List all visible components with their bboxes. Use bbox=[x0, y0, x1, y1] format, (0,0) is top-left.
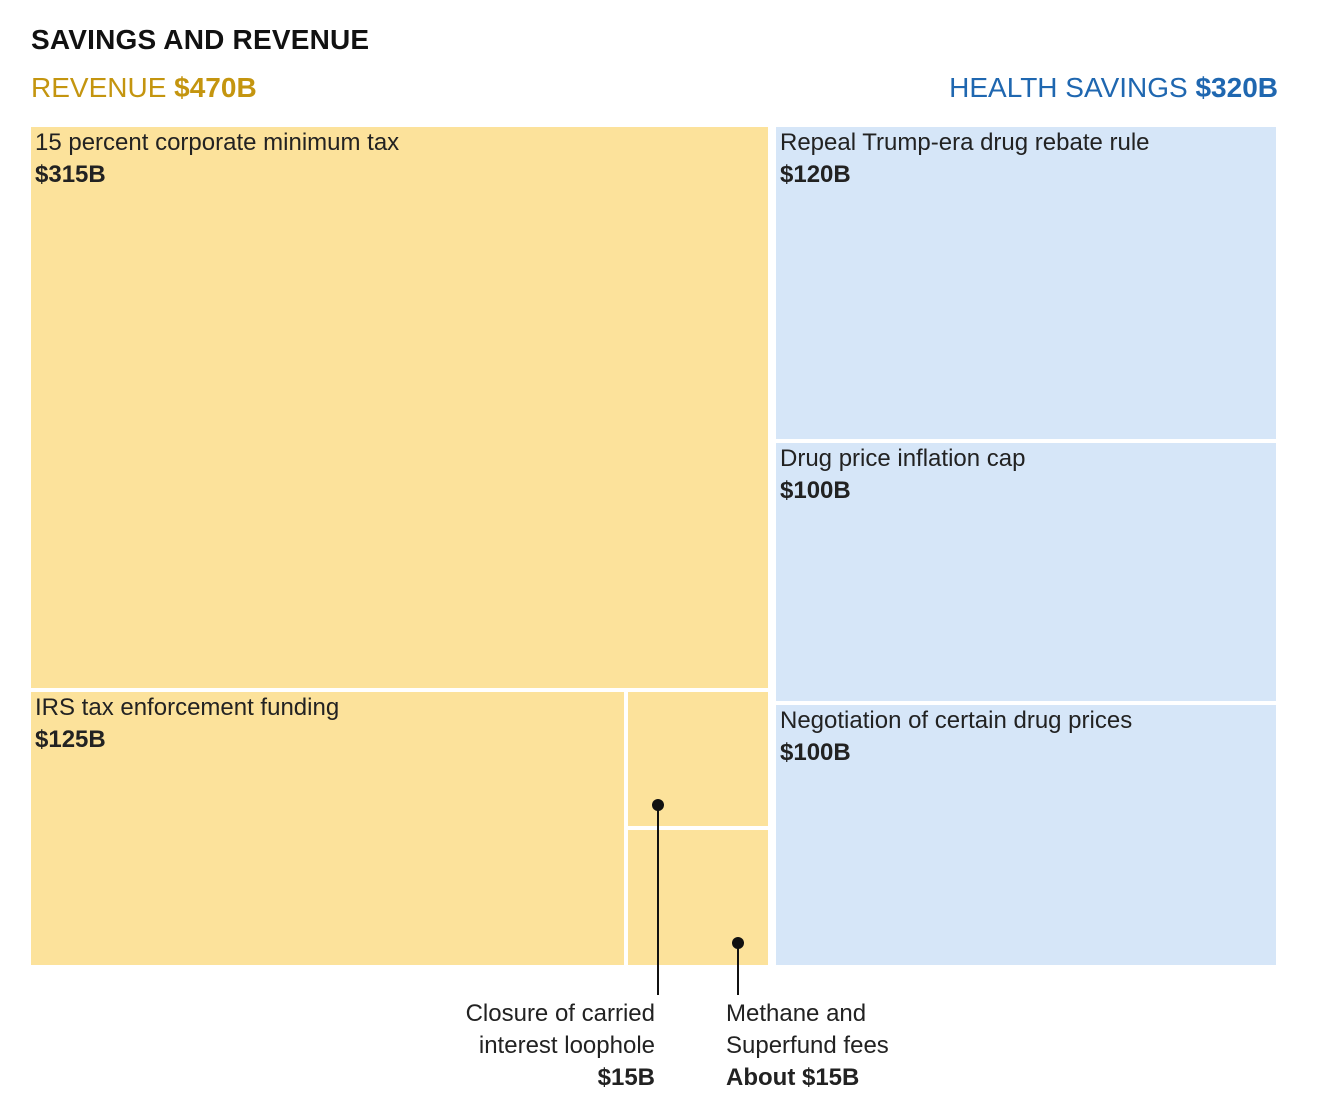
health-savings-group-label: HEALTH SAVINGS $320B bbox=[949, 72, 1278, 104]
tile-drug-rebate-rule-value: $120B bbox=[780, 161, 851, 188]
methane-fees-callout-value: About $15B bbox=[726, 1064, 860, 1091]
health-savings-group-name: HEALTH SAVINGS bbox=[949, 72, 1188, 103]
tile-corporate-minimum-tax-value: $315B bbox=[35, 161, 106, 188]
methane-fees-callout-line-1: Methane and bbox=[726, 1000, 867, 1027]
tile-drug-negotiation-value: $100B bbox=[780, 739, 851, 766]
tile-corporate-minimum-tax: 15 percent corporate minimum tax $315B bbox=[31, 127, 768, 688]
revenue-group-label: REVENUE $470B bbox=[31, 72, 257, 104]
methane-fees-callout: Methane and Superfund fees About $15B bbox=[726, 998, 889, 1094]
tile-methane-superfund bbox=[628, 830, 768, 965]
carried-interest-callout-line-2: interest loophole bbox=[478, 1032, 655, 1059]
tile-drug-negotiation: Negotiation of certain drug prices $100B bbox=[776, 705, 1276, 965]
tile-drug-inflation-cap-label: Drug price inflation cap bbox=[780, 445, 1026, 472]
tile-irs-enforcement-label: IRS tax enforcement funding bbox=[35, 694, 340, 721]
revenue-group-name: REVENUE bbox=[31, 72, 167, 103]
tile-irs-enforcement-value: $125B bbox=[35, 726, 106, 753]
carried-interest-callout-value: $15B bbox=[597, 1064, 655, 1091]
methane-fees-callout-line-2: Superfund fees bbox=[726, 1032, 889, 1059]
tile-irs-enforcement: IRS tax enforcement funding $125B bbox=[31, 692, 624, 965]
revenue-group-total: $470B bbox=[174, 72, 257, 103]
tile-corporate-minimum-tax-label: 15 percent corporate minimum tax bbox=[35, 129, 400, 156]
health-savings-group-total: $320B bbox=[1195, 72, 1278, 103]
chart-title: SAVINGS AND REVENUE bbox=[31, 24, 370, 55]
methane-fees-leader-line bbox=[737, 943, 739, 995]
tile-drug-rebate-rule-label: Repeal Trump-era drug rebate rule bbox=[780, 129, 1150, 156]
tile-drug-rebate-rule: Repeal Trump-era drug rebate rule $120B bbox=[776, 127, 1276, 439]
carried-interest-callout-line-1: Closure of carried bbox=[465, 1000, 655, 1027]
carried-interest-callout: Closure of carried interest loophole $15… bbox=[466, 998, 655, 1094]
carried-interest-leader-line bbox=[657, 805, 659, 995]
tile-drug-inflation-cap-value: $100B bbox=[780, 477, 851, 504]
tile-drug-inflation-cap: Drug price inflation cap $100B bbox=[776, 443, 1276, 701]
tile-carried-interest bbox=[628, 692, 768, 826]
tile-drug-negotiation-label: Negotiation of certain drug prices bbox=[780, 707, 1133, 734]
